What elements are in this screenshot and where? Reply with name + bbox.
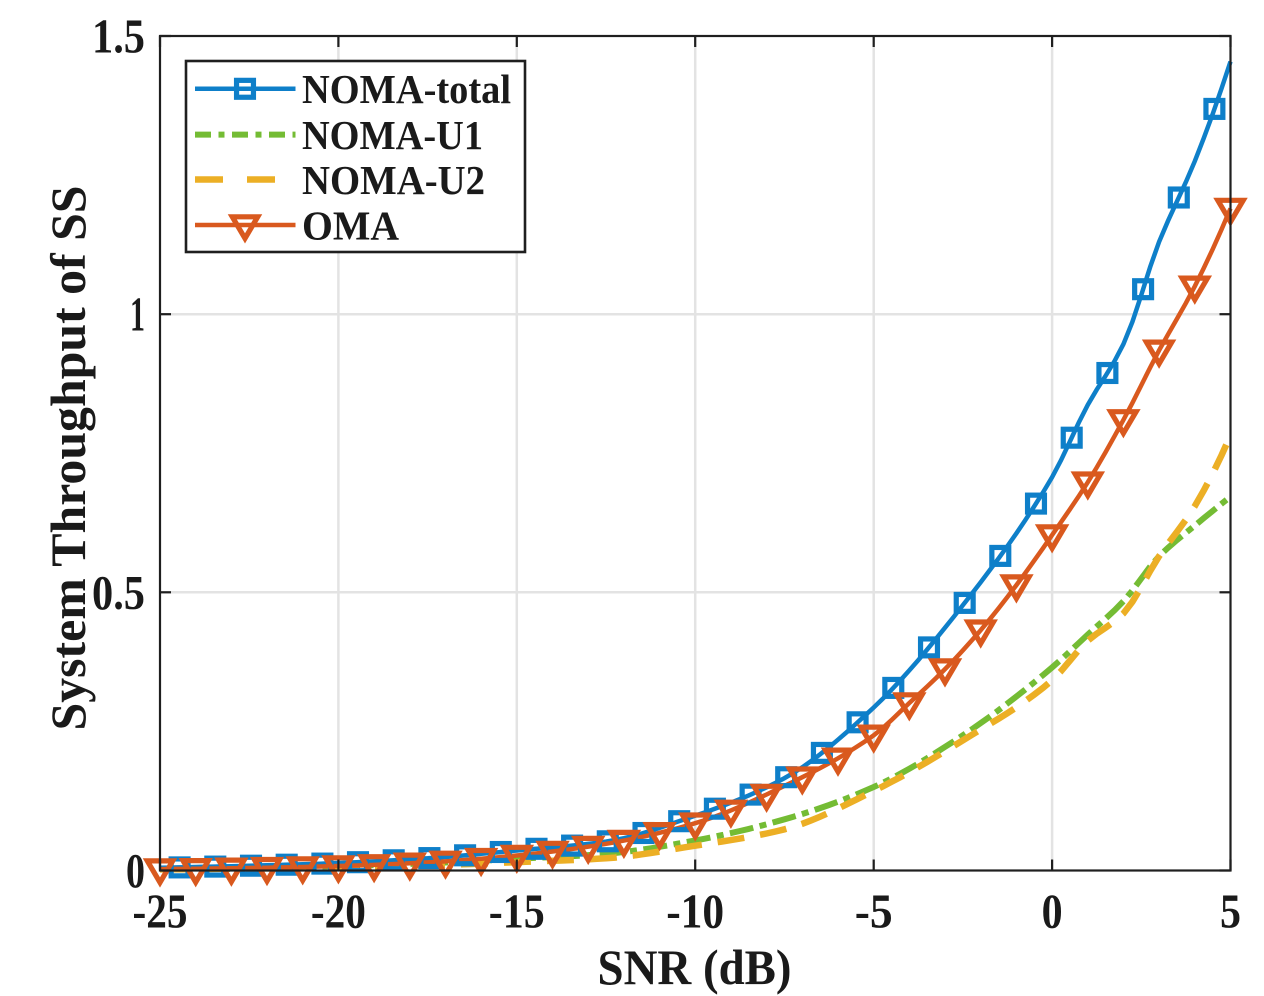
svg-text:NOMA-total: NOMA-total	[302, 66, 511, 112]
svg-text:System Throughput of SS: System Throughput of SS	[40, 186, 96, 731]
svg-text:-10: -10	[666, 884, 724, 939]
svg-text:OMA: OMA	[302, 202, 399, 248]
svg-text:1.5: 1.5	[92, 9, 145, 64]
svg-text:SNR (dB): SNR (dB)	[598, 939, 792, 995]
svg-text:0: 0	[1042, 884, 1063, 939]
svg-text:-5: -5	[855, 884, 893, 939]
svg-text:NOMA-U2: NOMA-U2	[302, 157, 485, 203]
svg-text:0.5: 0.5	[92, 565, 145, 620]
svg-text:5: 5	[1220, 884, 1241, 939]
svg-text:-15: -15	[489, 884, 545, 939]
svg-text:NOMA-U1: NOMA-U1	[302, 112, 483, 158]
svg-text:1: 1	[130, 287, 145, 342]
svg-text:0: 0	[126, 843, 145, 898]
svg-text:-25: -25	[133, 884, 188, 939]
svg-text:-20: -20	[311, 884, 366, 939]
